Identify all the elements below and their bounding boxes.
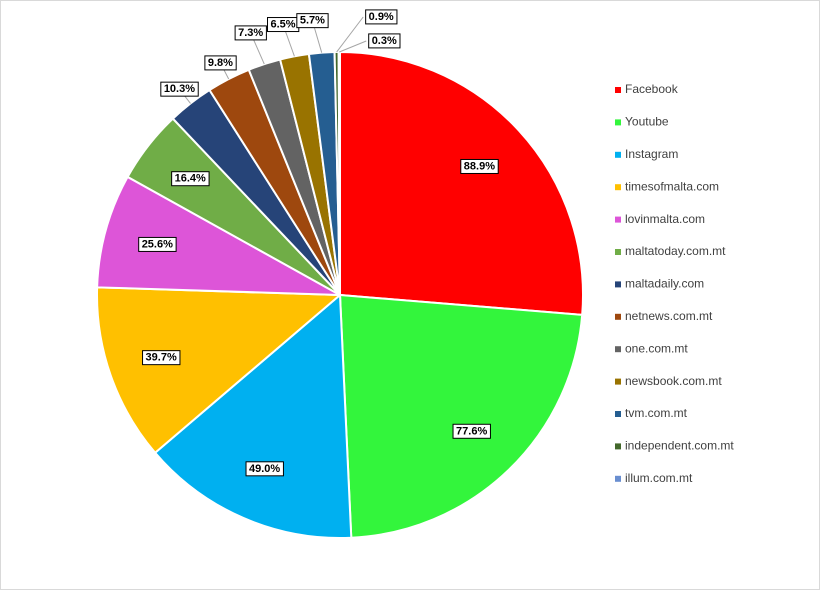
data-label-text: 39.7%	[146, 352, 177, 364]
legend-label: newsbook.com.mt	[625, 374, 722, 388]
leader-line	[339, 40, 367, 53]
data-label-box	[234, 25, 267, 41]
legend-label: Instagram	[625, 147, 678, 161]
data-label-text: 77.6%	[456, 425, 487, 437]
pie-slice	[339, 50, 584, 316]
data-label-text: 49.0%	[249, 463, 280, 475]
legend-marker	[615, 346, 621, 353]
data-label: 25.6%	[138, 236, 177, 252]
data-label-text: 0.9%	[369, 11, 394, 23]
legend-label: maltatoday.com.mt	[625, 244, 726, 258]
legend-marker	[615, 87, 621, 93]
pie-slice	[153, 292, 353, 539]
data-label-box	[171, 171, 210, 187]
data-label-text: 5.7%	[300, 15, 325, 27]
data-label-box	[245, 461, 284, 477]
data-label-text: 10.3%	[164, 83, 195, 95]
data-label: 0.3%	[368, 33, 401, 49]
pie-slice	[96, 286, 343, 455]
data-label-text: 6.5%	[271, 19, 296, 31]
data-label-box	[365, 9, 398, 25]
legend-marker	[615, 184, 621, 191]
legend-label: maltadaily.com	[625, 277, 704, 291]
legend-marker	[615, 443, 621, 450]
legend-marker	[615, 411, 621, 417]
data-label-box	[204, 55, 237, 71]
data-label-box	[160, 81, 199, 97]
data-label: 5.7%	[296, 13, 329, 29]
data-label-text: 25.6%	[142, 238, 173, 250]
legend-marker	[615, 151, 621, 158]
data-label-box	[460, 158, 499, 174]
data-label-text: 16.4%	[175, 173, 206, 185]
data-label-text: 88.9%	[464, 160, 495, 172]
legend-label: Facebook	[625, 82, 679, 96]
data-label-text: 0.3%	[372, 35, 397, 47]
data-label-box	[138, 236, 177, 252]
legend-marker	[615, 378, 621, 385]
legend-label: netnews.com.mt	[625, 309, 713, 323]
data-label: 49.0%	[245, 461, 284, 477]
legend-marker	[615, 249, 621, 255]
legend-label: tvm.com.mt	[625, 406, 688, 420]
data-label-box	[296, 13, 329, 29]
data-label: 6.5%	[267, 17, 300, 33]
data-label: 88.9%	[460, 158, 499, 174]
legend-marker	[615, 281, 621, 288]
data-label-box	[142, 350, 181, 366]
data-label: 10.3%	[160, 81, 199, 97]
data-label: 7.3%	[234, 25, 267, 41]
legend-label: timesofmalta.com	[625, 179, 719, 193]
pie-slice	[338, 293, 584, 539]
legend-label: lovinmalta.com	[625, 212, 705, 226]
legend-marker	[615, 475, 621, 482]
legend-marker	[615, 119, 621, 126]
data-label-box	[452, 423, 491, 439]
legend-label: Youtube	[625, 115, 669, 129]
data-label: 16.4%	[171, 171, 210, 187]
legend-label: illum.com.mt	[625, 471, 693, 485]
data-label-text: 9.8%	[208, 57, 233, 69]
data-label: 9.8%	[204, 55, 237, 71]
leader-line	[336, 16, 364, 53]
data-label-box	[368, 33, 401, 49]
data-label-text: 7.3%	[238, 27, 263, 39]
data-label: 77.6%	[452, 423, 491, 439]
data-label: 0.9%	[365, 9, 398, 25]
legend-label: independent.com.mt	[625, 439, 734, 453]
legend-marker	[615, 216, 621, 223]
legend-label: one.com.mt	[625, 341, 688, 355]
pie-slice	[337, 50, 341, 296]
legend-marker	[615, 313, 621, 320]
data-label: 39.7%	[142, 350, 181, 366]
pie-slice	[96, 175, 341, 296]
